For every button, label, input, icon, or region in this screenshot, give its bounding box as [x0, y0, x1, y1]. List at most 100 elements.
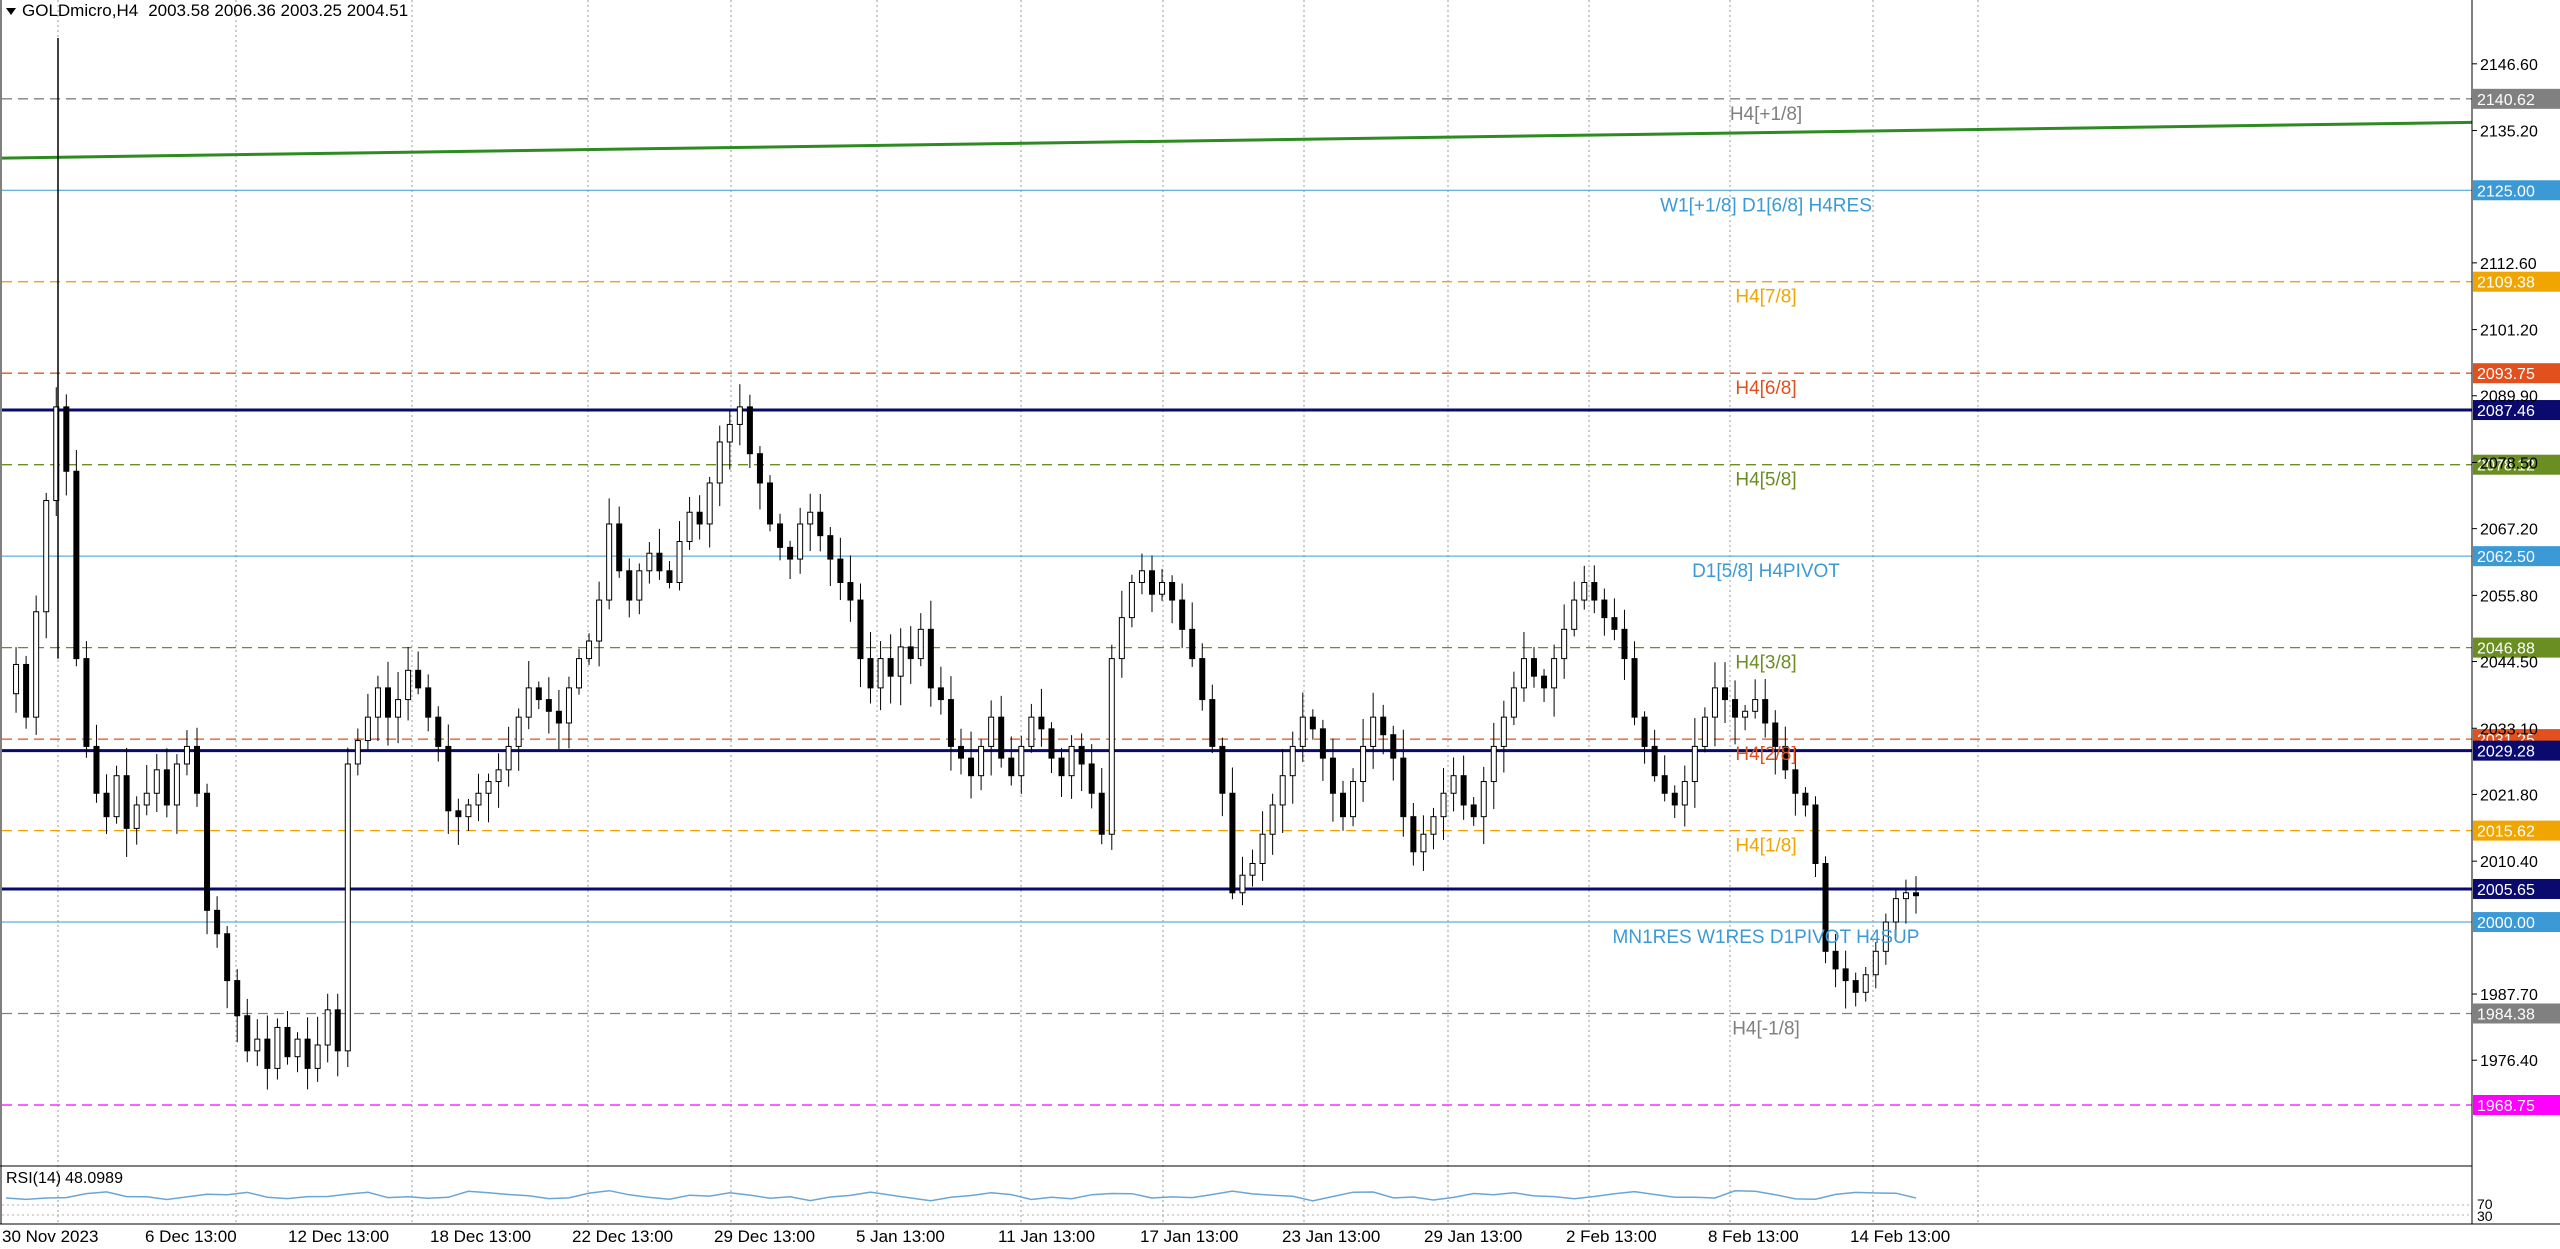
candle-body: [304, 1038, 311, 1069]
candle-body: [1500, 716, 1507, 747]
time-tick-label: 29 Dec 13:00: [714, 1227, 815, 1246]
rsi-name: RSI(14): [6, 1170, 62, 1187]
price-badge: [2473, 454, 2560, 475]
candle-body: [1913, 892, 1919, 897]
candle-body: [163, 769, 170, 806]
candle-body: [1159, 582, 1166, 595]
candle-body: [234, 980, 241, 1017]
time-tick-label: 2 Feb 13:00: [1566, 1227, 1657, 1246]
candle-body: [465, 804, 472, 818]
candle-body: [686, 511, 693, 543]
candle-body: [254, 1038, 261, 1052]
candle-body: [1772, 722, 1779, 747]
time-tick-label: 12 Dec 13:00: [288, 1227, 389, 1246]
price-badge: [2473, 400, 2560, 421]
candle-body: [1510, 687, 1517, 718]
candle-body: [656, 552, 663, 572]
price-badge-text: 1984.38: [2477, 1006, 2535, 1023]
price-badge-text: 2062.50: [2477, 549, 2535, 566]
candle-body: [1340, 792, 1346, 818]
candle-body: [1691, 745, 1698, 783]
candle-body: [1490, 745, 1497, 783]
candle-body: [1219, 745, 1226, 794]
candle-body: [1289, 745, 1296, 777]
candle-body: [284, 1026, 291, 1058]
candle-body: [475, 792, 482, 806]
candle-body: [746, 406, 753, 455]
candle-body: [103, 792, 110, 818]
price-badge: [2473, 546, 2560, 567]
candle-body: [1872, 950, 1879, 976]
price-tick-label: 2078.50: [2480, 455, 2538, 472]
candle-body: [204, 792, 211, 911]
candle-body: [153, 769, 160, 794]
candle-body: [1008, 757, 1015, 777]
candle-body: [224, 933, 231, 982]
price-badge: [2473, 180, 2560, 201]
candle-body: [525, 687, 532, 718]
price-tick-label: 2067.20: [2480, 522, 2538, 539]
price-badge: [2473, 363, 2560, 384]
candle-body: [264, 1038, 271, 1069]
candle-body: [666, 570, 673, 583]
price-badge-text: 2087.46: [2477, 403, 2535, 420]
dropdown-triangle-icon[interactable]: [6, 8, 16, 16]
candle-body: [133, 804, 140, 829]
candle-body: [1440, 792, 1447, 818]
level-label: H4[5/8]: [1735, 470, 1796, 491]
price-badge: [2473, 1094, 2560, 1115]
candle-body: [173, 763, 180, 806]
candle-body: [1470, 804, 1477, 818]
candle-body: [696, 511, 703, 525]
candle-body: [1711, 687, 1718, 718]
candle-body: [1269, 804, 1276, 835]
price-badge-text: 2125.00: [2477, 183, 2535, 200]
time-tick-label: 18 Dec 13:00: [430, 1227, 531, 1246]
candle-body: [716, 441, 723, 484]
level-label: H4[3/8]: [1735, 653, 1796, 674]
rsi-indicator-label: RSI(14) 48.0989: [6, 1170, 127, 1188]
candle-body: [676, 541, 683, 583]
candle-body: [485, 781, 492, 794]
candle-body: [214, 909, 221, 935]
candle-body: [415, 669, 422, 689]
candle-body: [334, 1009, 341, 1052]
candle-body: [1762, 699, 1769, 724]
price-badge: [2473, 820, 2560, 841]
time-tick-label: 22 Dec 13:00: [572, 1227, 673, 1246]
candle-body: [837, 558, 844, 583]
candle-body: [354, 740, 361, 765]
price-badge: [2473, 88, 2560, 109]
candle-body: [1732, 699, 1739, 718]
candle-body: [978, 745, 985, 777]
candle-body: [1621, 628, 1628, 660]
candle-body: [958, 745, 964, 759]
candle-body: [1551, 658, 1558, 689]
candle-body: [565, 687, 572, 724]
rsi-axis-label: 30: [2477, 1208, 2493, 1224]
candle-body: [1400, 757, 1407, 818]
candle-body: [1410, 816, 1417, 853]
candle-body: [1390, 734, 1397, 759]
candle-body: [1430, 816, 1437, 835]
candle-body: [555, 710, 562, 724]
candle-body: [1350, 781, 1357, 818]
price-badge-text: 2078.12: [2477, 458, 2535, 475]
candle-body: [1078, 745, 1085, 765]
candle-body: [1882, 921, 1889, 952]
time-tick-label: 14 Feb 13:00: [1850, 1227, 1950, 1246]
time-tick-label: 29 Jan 13:00: [1424, 1227, 1522, 1246]
price-tick-label: 2010.40: [2480, 854, 2538, 871]
candle-body: [294, 1038, 301, 1058]
candle-body: [183, 745, 190, 765]
candle-body: [827, 535, 834, 560]
candle-body: [626, 570, 633, 601]
price-tick-label: 2135.20: [2480, 124, 2538, 141]
candle-body: [857, 599, 864, 660]
candle-body: [1179, 599, 1186, 630]
candle-body: [807, 511, 814, 525]
price-badge: [2473, 637, 2560, 658]
symbol-info-bar[interactable]: GOLDmicro,H4 2003.58 2006.36 2003.25 2004…: [6, 0, 408, 22]
